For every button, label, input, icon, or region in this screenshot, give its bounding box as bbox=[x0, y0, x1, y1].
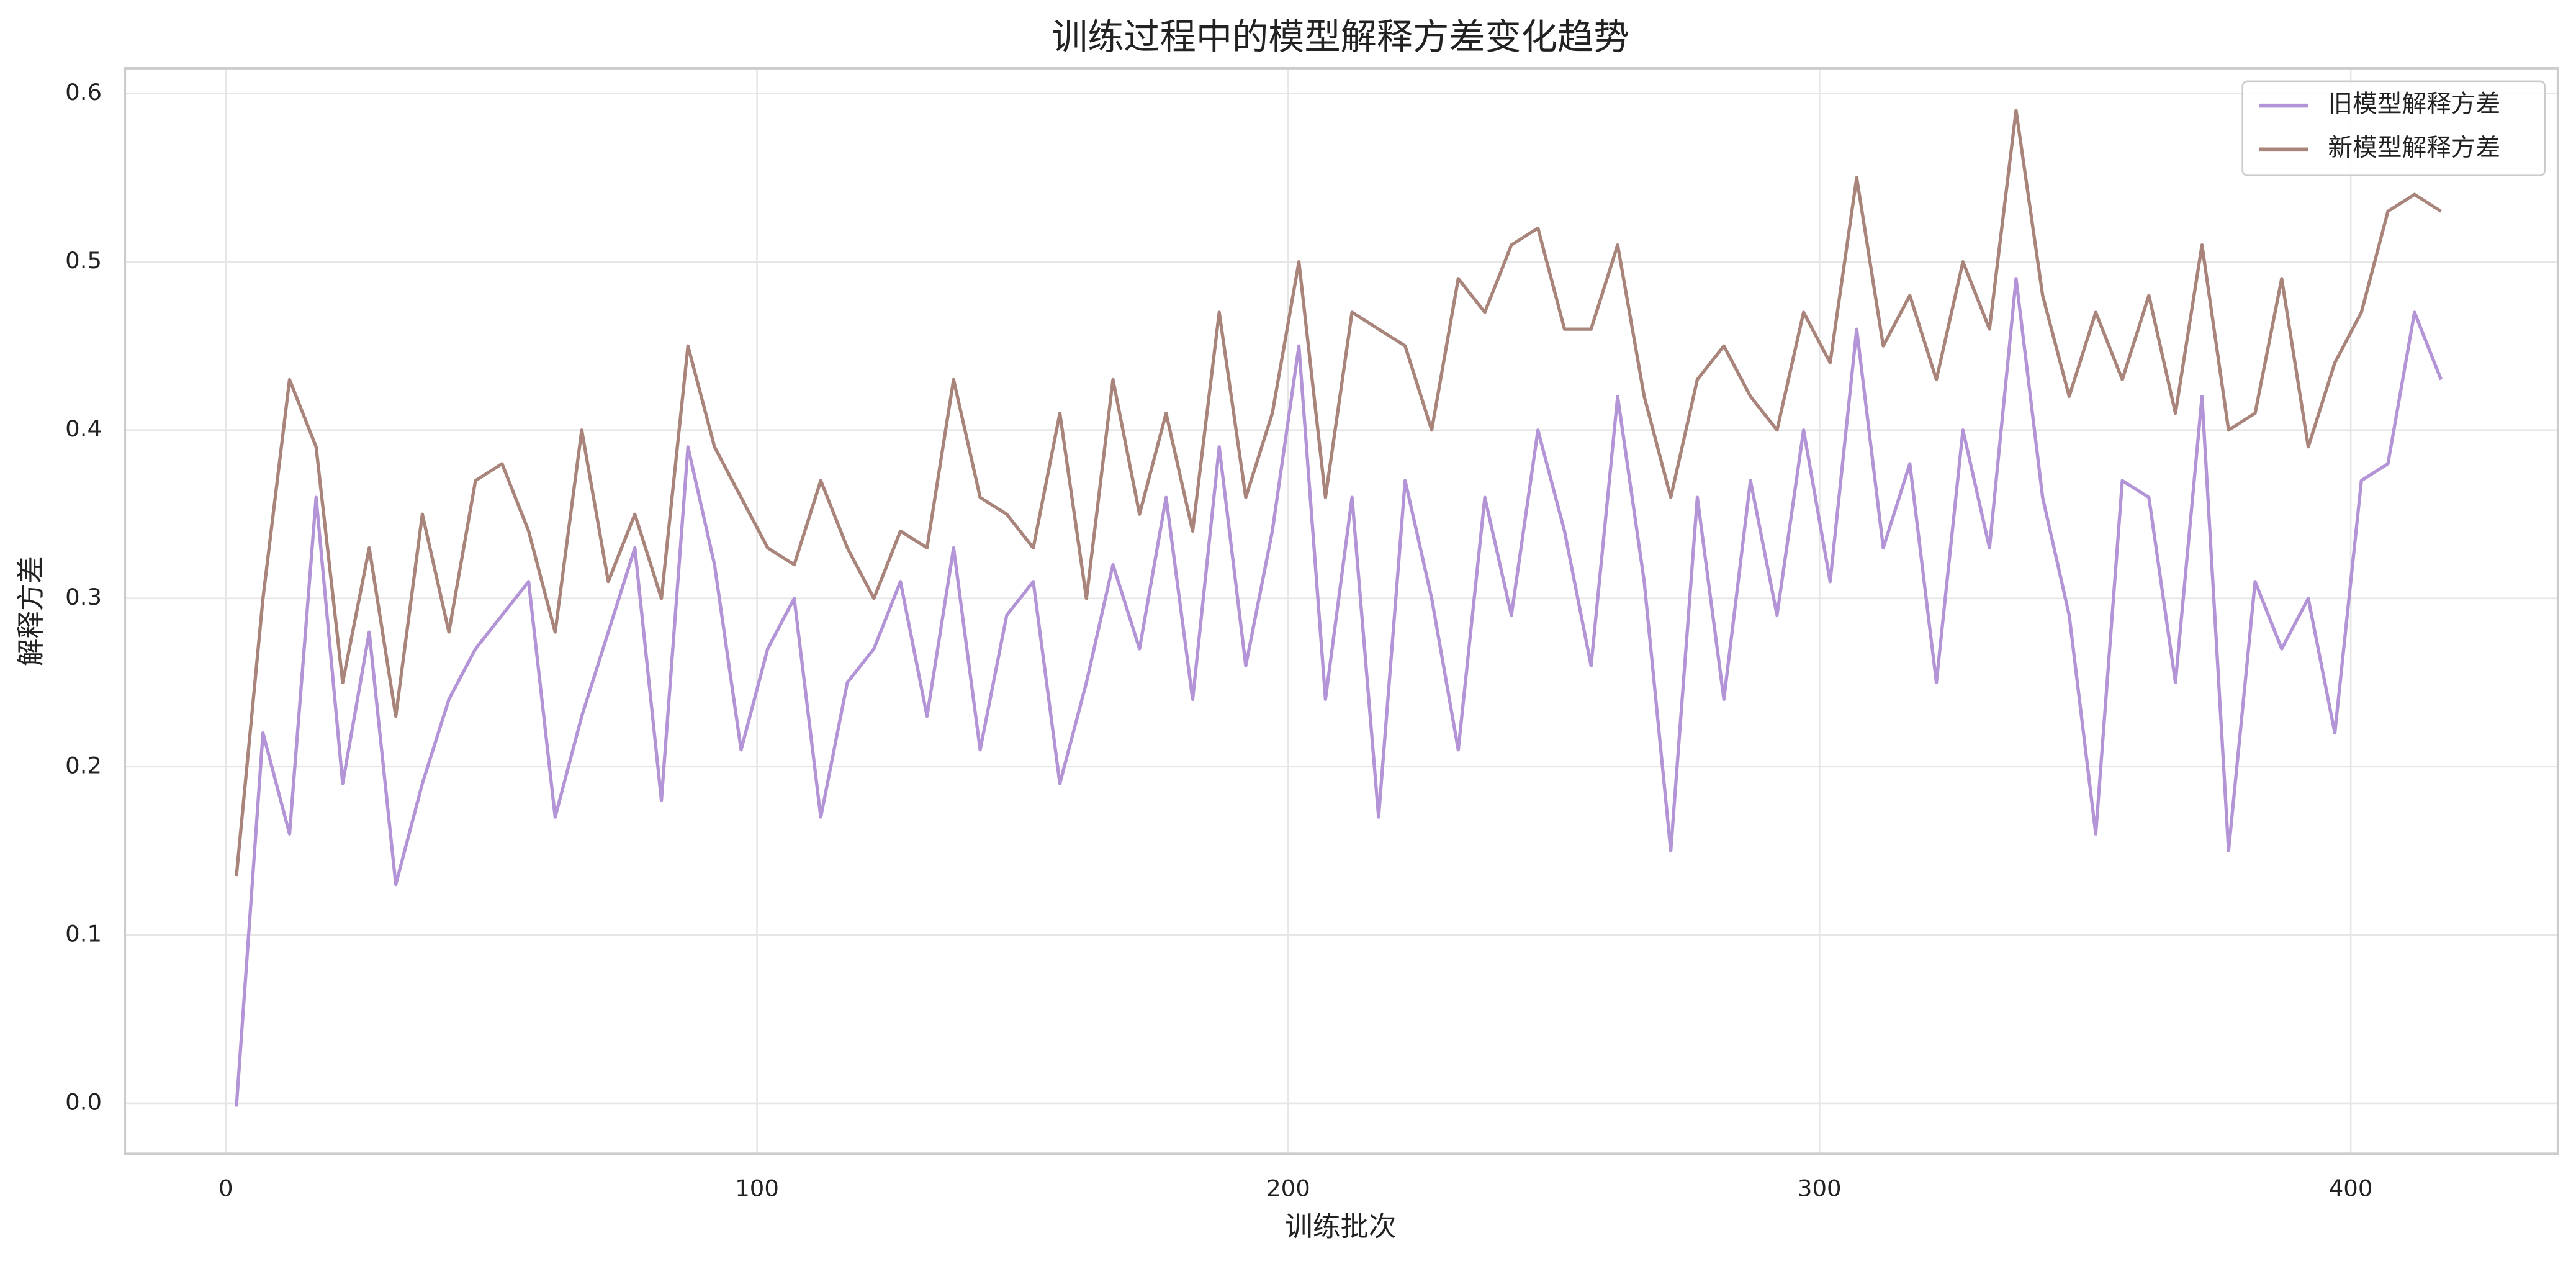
x-tick-label: 0 bbox=[218, 1175, 233, 1202]
plot-frame bbox=[124, 66, 2559, 1155]
legend-label: 新模型解释方差 bbox=[2328, 133, 2500, 162]
y-tick-label: 0.1 bbox=[65, 921, 102, 947]
data-line bbox=[235, 277, 2443, 1107]
x-tick-label: 300 bbox=[1798, 1175, 1842, 1202]
x-tick-label: 100 bbox=[735, 1175, 779, 1202]
y-tick-label: 0.6 bbox=[65, 79, 102, 106]
y-tick-label: 0.4 bbox=[65, 415, 102, 442]
y-tick-label: 0.3 bbox=[65, 584, 102, 610]
x-axis-label: 训练批次 bbox=[1285, 1210, 1397, 1243]
chart-title: 训练过程中的模型解释方差变化趋势 bbox=[1052, 16, 1629, 58]
x-tick-label: 400 bbox=[2329, 1175, 2373, 1202]
legend-box bbox=[2241, 80, 2546, 176]
legend-label: 旧模型解释方差 bbox=[2328, 90, 2500, 119]
y-tick-label: 0.2 bbox=[65, 752, 102, 779]
y-axis-label: 解释方差 bbox=[14, 556, 47, 666]
data-line bbox=[235, 109, 2443, 877]
y-tick-label: 0.5 bbox=[65, 247, 102, 274]
x-tick-label: 200 bbox=[1266, 1175, 1310, 1202]
y-tick-label: 0.0 bbox=[65, 1089, 102, 1116]
